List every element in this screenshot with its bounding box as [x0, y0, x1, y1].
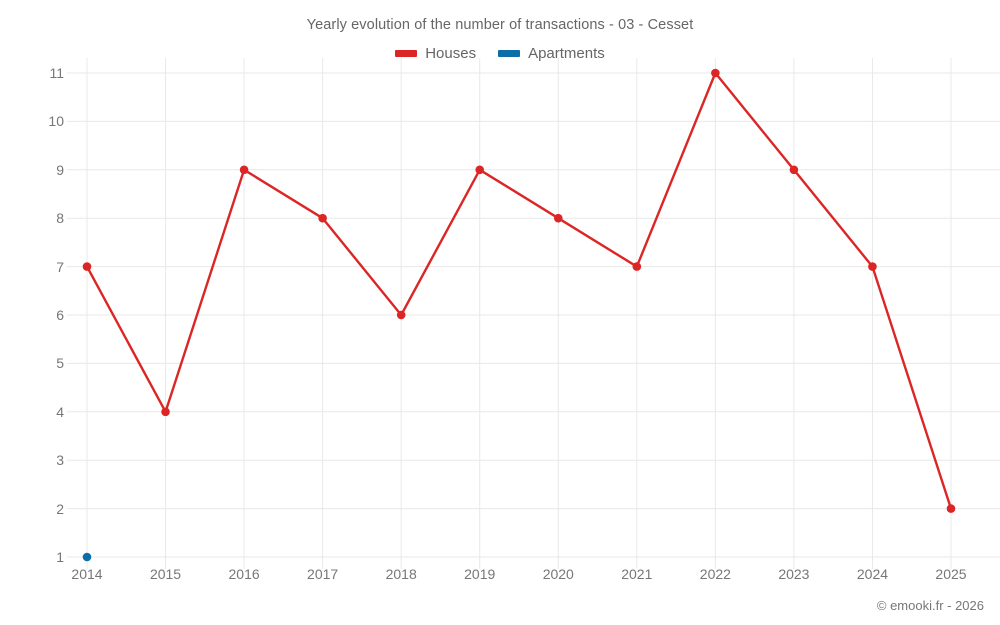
y-axis-tick-5: 5 [56, 355, 64, 372]
data-point-houses-2019[interactable] [475, 165, 485, 175]
data-point-houses-2018[interactable] [396, 310, 406, 320]
y-axis-tick-9: 9 [56, 161, 64, 178]
grid-lines [67, 58, 1000, 569]
y-axis-tick-11: 11 [49, 65, 64, 81]
footer-credit: © emooki.fr - 2026 [876, 598, 984, 613]
x-axis-tick-2016: 2016 [228, 566, 260, 582]
y-axis-tick-8: 8 [56, 210, 64, 227]
data-point-apartments-2014[interactable] [82, 552, 92, 562]
legend-swatch-apartments [498, 50, 521, 57]
y-axis-tick-2: 2 [56, 500, 64, 517]
chart-title: Yearly evolution of the number of transa… [306, 17, 694, 33]
data-point-houses-2014[interactable] [82, 262, 92, 271]
data-point-houses-2015[interactable] [161, 407, 170, 417]
y-axis-tick-7: 7 [56, 258, 64, 275]
y-axis-tick-1: 1 [56, 549, 64, 565]
legend-item-apartments[interactable]: Apartments [498, 45, 605, 62]
x-axis-tick-2017: 2017 [307, 566, 339, 582]
x-axis-tick-2022: 2022 [699, 566, 731, 582]
data-point-houses-2021[interactable] [632, 262, 642, 271]
x-axis-tick-2018: 2018 [385, 566, 417, 582]
y-axis-tick-4: 4 [56, 403, 64, 420]
chart-legend: Houses Apartments [0, 45, 1000, 62]
legend-label-apartments: Apartments [528, 45, 605, 62]
x-axis-tick-2014: 2014 [71, 566, 103, 582]
x-axis-tick-2019: 2019 [464, 566, 496, 582]
y-axis-tick-10: 10 [48, 113, 64, 130]
y-axis-tick-6: 6 [56, 307, 64, 323]
x-axis-tick-2015: 2015 [149, 566, 182, 582]
data-series-layer [82, 68, 956, 562]
x-axis-tick-2024: 2024 [856, 566, 889, 582]
data-point-houses-2020[interactable] [553, 213, 563, 223]
data-point-houses-2017[interactable] [318, 213, 327, 223]
legend-item-houses[interactable]: Houses [395, 45, 476, 62]
x-axis-tick-2021: 2021 [621, 566, 653, 582]
legend-label-houses: Houses [425, 45, 477, 62]
data-point-houses-2025[interactable] [946, 504, 956, 513]
series-line-houses [85, 71, 953, 510]
data-point-houses-2023[interactable] [789, 165, 799, 175]
x-axis-tick-2020: 2020 [542, 566, 574, 582]
data-point-houses-2016[interactable] [239, 165, 249, 175]
x-axis-tick-2025: 2025 [935, 566, 967, 582]
legend-swatch-houses [395, 50, 418, 57]
y-axis-tick-3: 3 [56, 452, 64, 469]
data-point-houses-2022[interactable] [711, 68, 720, 78]
data-point-houses-2024[interactable] [868, 262, 877, 271]
x-axis-tick-2023: 2023 [778, 566, 810, 582]
